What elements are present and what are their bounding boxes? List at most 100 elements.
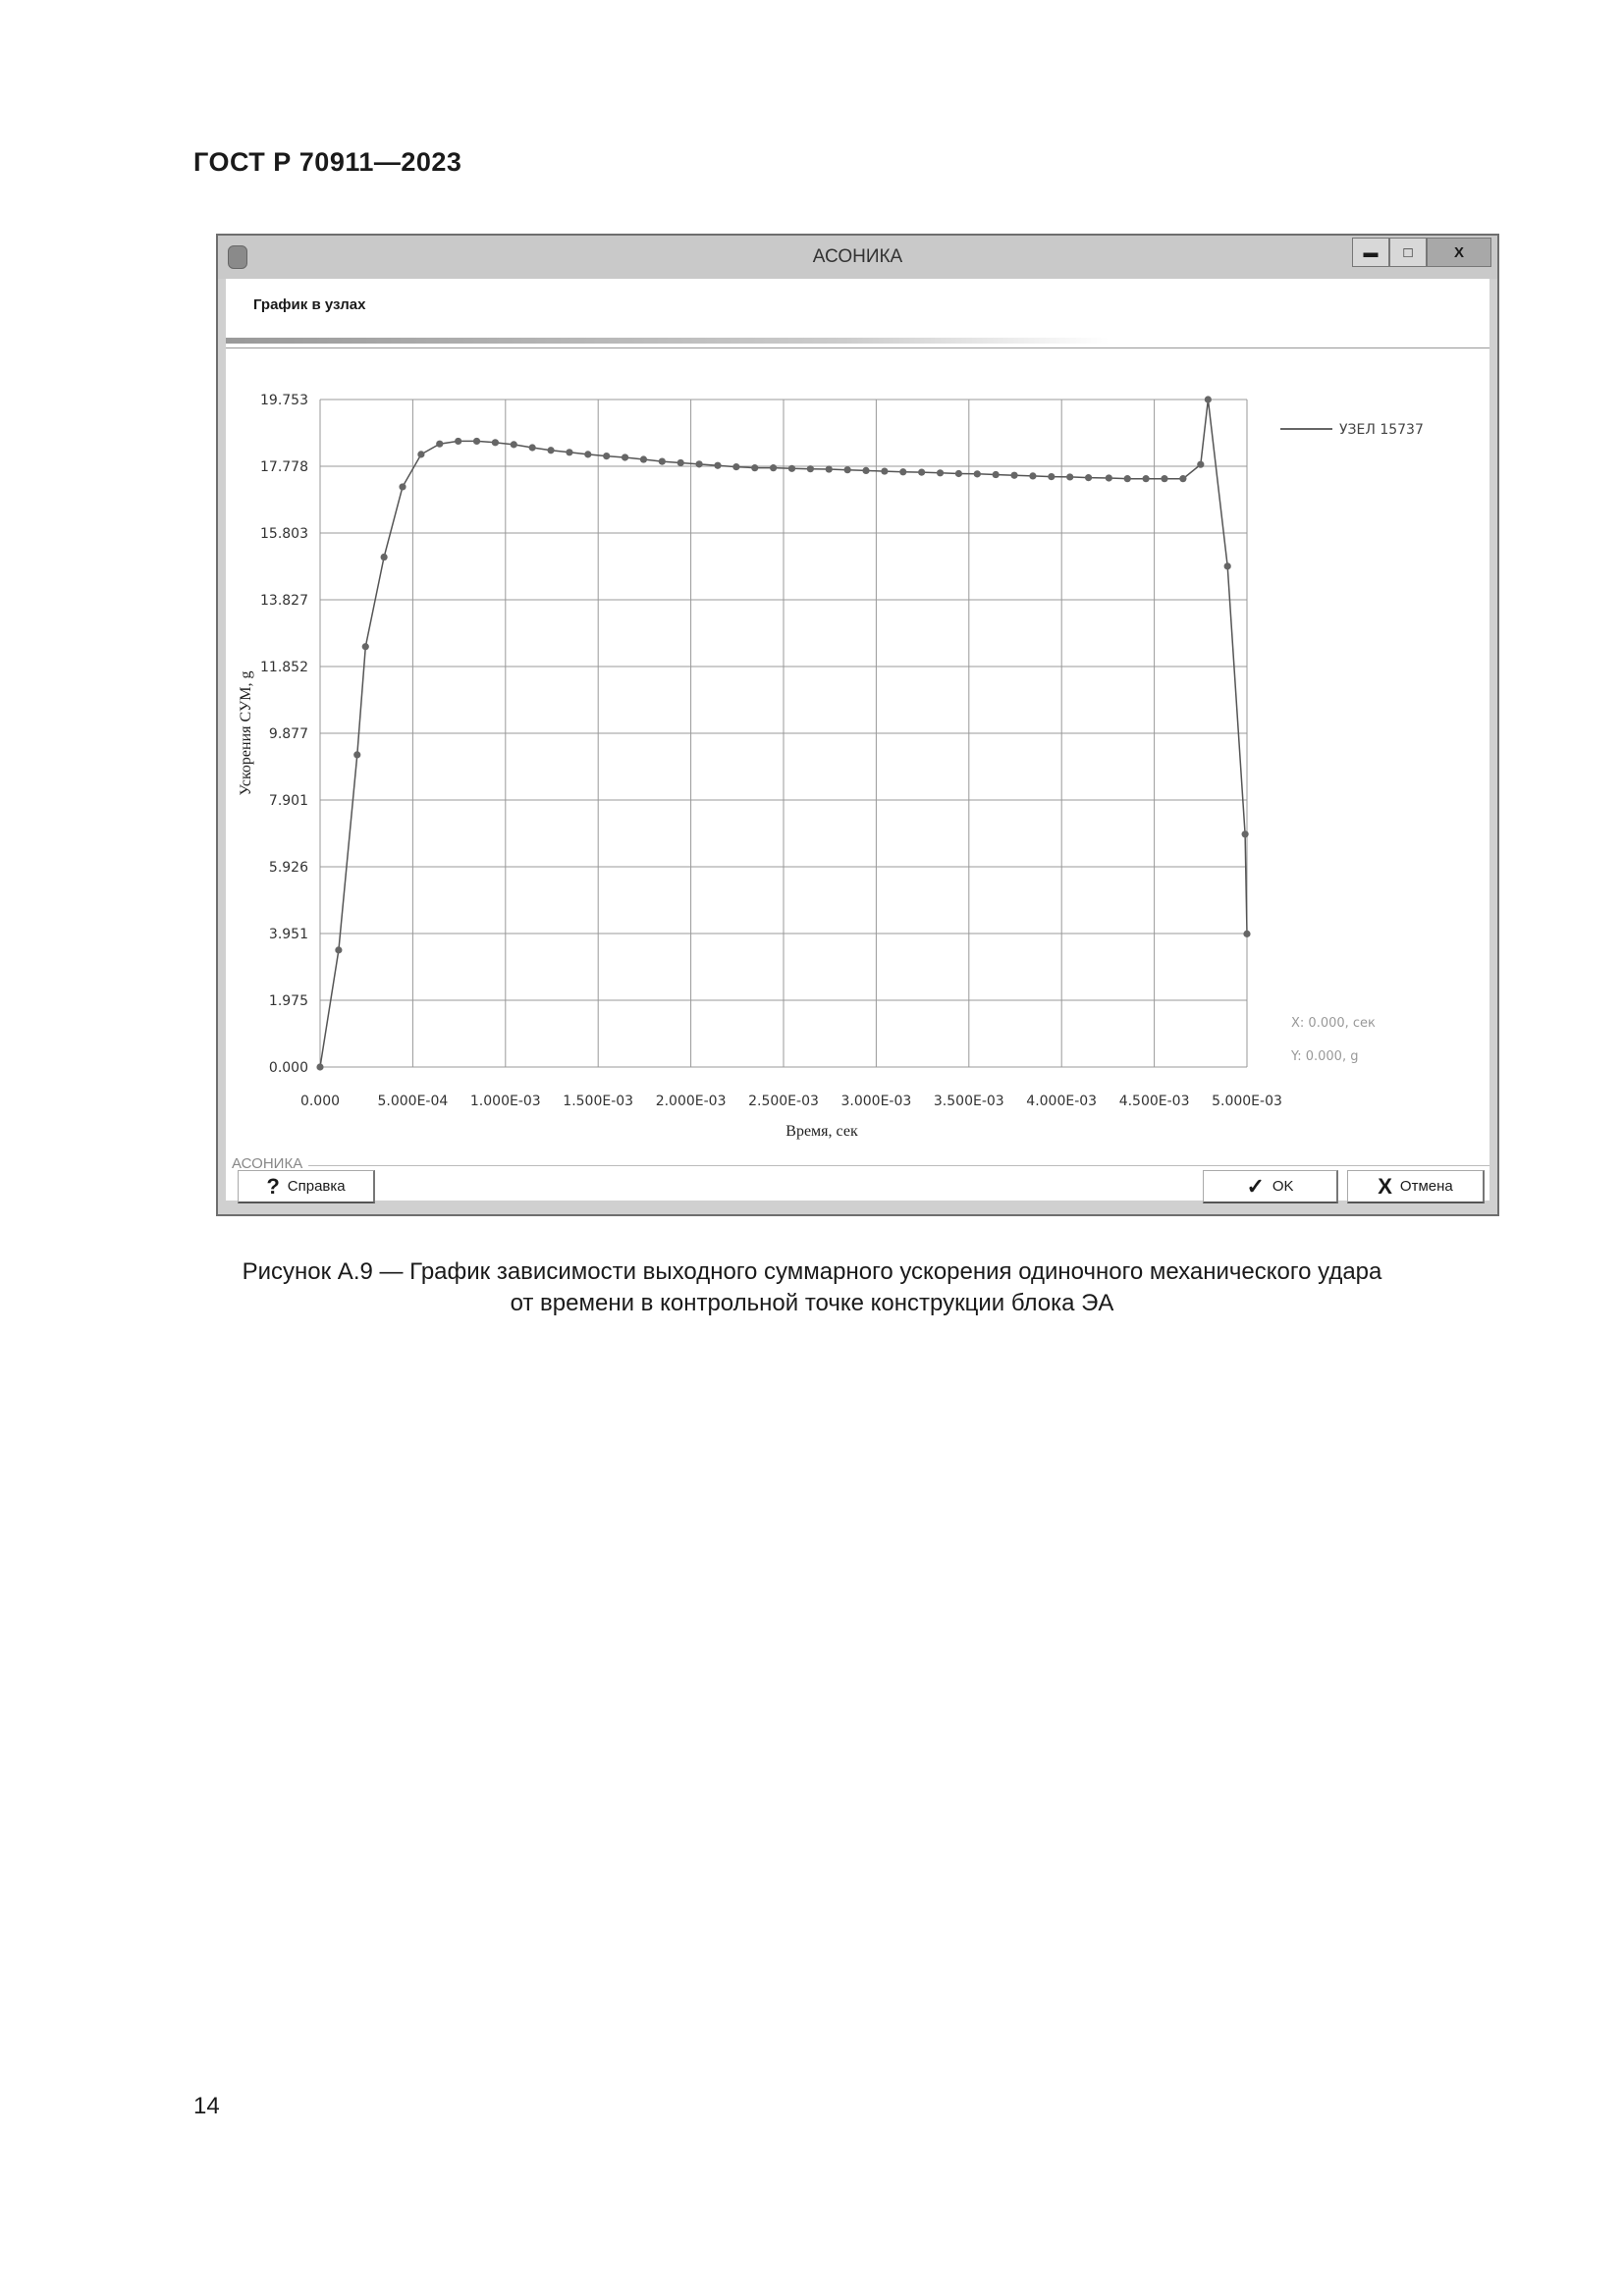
chart-grid <box>319 399 1248 1068</box>
data-point <box>510 441 517 449</box>
data-point <box>1243 930 1251 937</box>
cursor-readout-y: Y: 0.000, g <box>1290 1049 1358 1064</box>
y-tick-label: 11.852 <box>260 660 308 675</box>
y-tick-label: 5.926 <box>269 860 308 876</box>
data-point <box>770 464 778 472</box>
x-tick-label: 4.500E-03 <box>1119 1094 1190 1109</box>
ok-button[interactable]: ✓ OK <box>1203 1170 1338 1203</box>
data-point <box>918 468 926 476</box>
data-point <box>732 463 740 471</box>
data-point <box>603 452 611 460</box>
data-point <box>751 464 759 472</box>
y-axis-label: Ускорения СУМ, g <box>238 670 254 795</box>
ok-label: OK <box>1272 1178 1294 1195</box>
x-tick-label: 5.000E-03 <box>1212 1094 1282 1109</box>
x-tick-label: 5.000E-04 <box>378 1094 449 1109</box>
data-point <box>695 460 703 468</box>
x-icon: X <box>1378 1173 1392 1199</box>
data-point <box>1066 473 1074 481</box>
data-point <box>973 470 981 478</box>
cancel-button[interactable]: X Отмена <box>1347 1170 1485 1203</box>
data-point <box>714 461 722 469</box>
y-tick-label: 13.827 <box>260 593 308 609</box>
data-point <box>899 468 907 476</box>
data-point <box>316 1063 324 1071</box>
data-point <box>954 469 963 478</box>
figure-caption: Рисунок А.9 — График зависимости выходно… <box>0 1256 1624 1319</box>
question-icon: ? <box>266 1173 280 1199</box>
y-tick-label: 9.877 <box>269 726 308 742</box>
data-point <box>936 469 945 477</box>
data-point <box>1241 830 1249 838</box>
x-tick-label: 4.000E-03 <box>1026 1094 1097 1109</box>
data-point <box>436 440 444 448</box>
x-tick-labels: 0.000 5.000E-04 1.000E-03 1.500E-03 2.000E-0… <box>300 1094 1282 1109</box>
data-point <box>881 467 889 475</box>
window-content: График в узлах 0.000 1.975 3.951 5.926 7.901… <box>226 279 1489 1203</box>
data-point <box>335 946 343 954</box>
x-tick-label: 2.000E-03 <box>656 1094 727 1109</box>
data-point <box>353 751 361 759</box>
data-point <box>658 457 666 465</box>
data-point <box>1204 396 1212 403</box>
data-point <box>1223 562 1231 570</box>
data-point <box>1197 460 1205 468</box>
data-point <box>417 451 425 458</box>
close-button[interactable]: X <box>1427 238 1491 267</box>
data-point <box>472 437 481 446</box>
data-point <box>639 455 648 463</box>
data-point <box>491 439 500 447</box>
data-point <box>399 483 406 491</box>
y-tick-label: 15.803 <box>260 526 308 542</box>
help-label: Справка <box>287 1178 346 1195</box>
series-points <box>316 396 1251 1071</box>
data-point <box>1029 472 1037 480</box>
caption-line-1: Рисунок А.9 — График зависимости выходно… <box>242 1258 1382 1285</box>
data-point <box>547 447 555 454</box>
help-button[interactable]: ? Справка <box>238 1170 375 1203</box>
y-tick-label: 0.000 <box>269 1060 308 1076</box>
title-bar[interactable]: АСОНИКА ▬ □ X <box>218 236 1497 279</box>
cursor-readout-x: X: 0.000, сек <box>1291 1016 1376 1031</box>
data-point <box>380 553 388 561</box>
data-point <box>862 466 870 474</box>
x-tick-label: 1.000E-03 <box>470 1094 541 1109</box>
y-tick-labels: 0.000 1.975 3.951 5.926 7.901 9.877 11.852 13.8… <box>260 393 308 1076</box>
group-divider <box>308 1165 1489 1166</box>
x-tick-label: 3.000E-03 <box>841 1094 912 1109</box>
data-point <box>621 454 629 461</box>
gradient-divider <box>226 338 1110 344</box>
window-title: АСОНИКА <box>812 246 903 267</box>
y-tick-label: 17.778 <box>260 459 308 475</box>
data-point <box>1142 475 1150 483</box>
y-tick-label: 7.901 <box>269 793 308 809</box>
x-tick-label: 0.000 <box>300 1094 340 1109</box>
data-point <box>566 449 573 456</box>
minimize-button[interactable]: ▬ <box>1352 238 1389 267</box>
data-point <box>361 643 369 651</box>
maximize-button[interactable]: □ <box>1389 238 1427 267</box>
app-logo-icon <box>228 245 247 269</box>
data-point <box>677 458 684 467</box>
check-icon: ✓ <box>1246 1173 1265 1199</box>
data-point <box>843 466 851 474</box>
document-header: ГОСТ Р 70911—2023 <box>193 147 462 177</box>
data-point <box>806 465 814 473</box>
data-point <box>825 465 833 473</box>
legend-label: УЗЕЛ 15737 <box>1339 422 1424 438</box>
data-point <box>1048 472 1056 481</box>
data-point <box>1084 474 1093 482</box>
data-point <box>1010 471 1018 479</box>
data-point <box>528 444 536 452</box>
data-point <box>1105 474 1112 482</box>
data-point <box>584 451 592 458</box>
x-tick-label: 3.500E-03 <box>934 1094 1004 1109</box>
y-tick-label: 19.753 <box>260 393 308 408</box>
y-tick-label: 3.951 <box>269 927 308 942</box>
section-title: График в узлах <box>253 296 366 313</box>
group-label: АСОНИКА <box>232 1155 303 1172</box>
caption-line-2: от времени в контрольной точке конструкц… <box>510 1290 1114 1316</box>
y-tick-label: 1.975 <box>269 993 308 1009</box>
data-point <box>1161 475 1168 483</box>
data-point <box>1179 475 1187 483</box>
